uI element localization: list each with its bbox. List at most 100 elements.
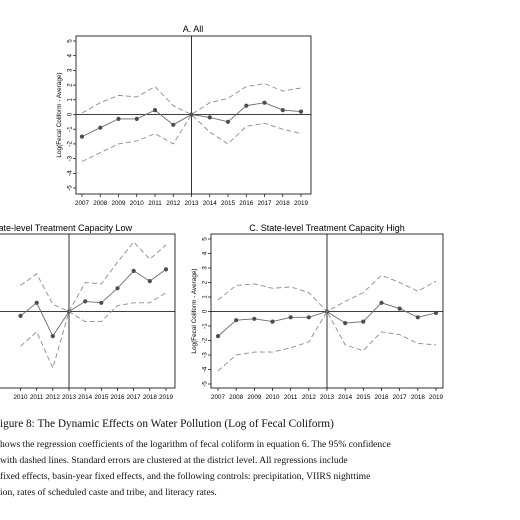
panel-c-ci-upper-line [217, 274, 437, 313]
panel-c-y-tick-label: -1 [202, 323, 209, 329]
panel-c-x-tick-label: 2019 [429, 394, 444, 401]
panel-b-estimate-point [147, 279, 152, 284]
panel-b-estimate-point [99, 300, 104, 305]
panel-a-y-tick-label: -5 [67, 185, 74, 191]
panel-c-x-tick-label: 2012 [302, 394, 317, 401]
panel-c-x-tick-label: 2013 [320, 394, 335, 401]
panel-c-y-tick-label: -5 [202, 381, 209, 387]
panel-a-estimate-point [116, 116, 121, 121]
panel-a-x-tick-label: 2013 [184, 200, 199, 207]
panel-a-x-tick-label: 2011 [148, 200, 162, 207]
panel-b-ci-upper-line [20, 241, 167, 313]
panel-c-estimate-point [252, 316, 257, 321]
panel-b-x-tick-label: 2018 [143, 394, 158, 401]
panel-a-x-tick-label: 2009 [111, 200, 126, 207]
panel-c-y-tick-label: 3 [202, 266, 209, 270]
panel-a-x-tick-label: 2012 [166, 200, 181, 207]
notes-line: hows the regression coefficients of the … [0, 439, 391, 450]
panel-b-title: State-level Treatment Capacity Low [0, 223, 133, 233]
figure-notes: hows the regression coefficients of the … [0, 437, 520, 501]
panel-b-x-tick-label: 2015 [94, 394, 109, 401]
notes-line: ion, rates of scheduled caste and tribe,… [0, 487, 217, 498]
panel-a-x-tick-label: 2008 [93, 200, 108, 207]
panel-c-x-tick-label: 2008 [229, 394, 244, 401]
panel-a-plot-frame [75, 35, 312, 195]
panel-b-estimate-point [163, 267, 169, 272]
panel-a-estimate-point [98, 125, 103, 130]
panel-c-y-tick-label: -2 [202, 337, 209, 343]
panel-a-estimate-point [152, 108, 158, 113]
panel-a-y-axis-label: Log(Fecal Coliform - Average) [56, 72, 63, 157]
panel-a-y-tick-label: 0 [67, 112, 74, 116]
panel-c-y-tick-label: -3 [202, 352, 209, 358]
panel-b-x-tick-label: 2011 [30, 394, 44, 401]
panel-a-y-tick-label: 1 [67, 98, 74, 102]
panel-b-x-tick-label: 2010 [13, 394, 28, 401]
panel-a-y-tick-label: -3 [67, 155, 74, 161]
panel-a-ci-upper-line [81, 83, 302, 116]
panel-b-x-tick-label: 2017 [127, 394, 142, 401]
panel-c-x-tick-label: 2016 [374, 394, 389, 401]
panel-c-x-tick-label: 2009 [247, 394, 262, 401]
panel-a-estimate-point [79, 134, 85, 139]
panel-c-x-tick-label: 2018 [411, 394, 426, 401]
panel-b-estimate-point [18, 313, 23, 318]
panel-c-x-tick-label: 2015 [356, 394, 371, 401]
panel-a-y-tick-label: 5 [67, 39, 74, 43]
panel-a-y-tick-label: -1 [67, 126, 74, 132]
panel-a-estimate-point [171, 122, 176, 127]
panel-c-estimate-point [361, 319, 366, 324]
panel-c-estimate-point [306, 315, 311, 320]
notes-line: with dashed lines. Standard errors are c… [0, 455, 348, 466]
panel-c-y-tick-label: 1 [202, 295, 209, 299]
panel-c-x-tick-label: 2011 [284, 394, 298, 401]
panel-a-x-tick-label: 2018 [276, 200, 291, 207]
panel-b-estimate-point [131, 268, 136, 273]
panel-a-y-tick-label: 3 [67, 68, 74, 72]
panel-a-x-tick-label: 2017 [257, 200, 272, 207]
panel-c-y-tick-label: 0 [202, 309, 209, 313]
panel-c-x-tick-label: 2017 [393, 394, 408, 401]
panel-a-y-tick-label: 2 [67, 83, 74, 87]
panel-c-y-tick-label: 5 [202, 237, 209, 241]
panel-c-x-tick-label: 2007 [211, 394, 226, 401]
panel-c-x-tick-label: 2010 [265, 394, 280, 401]
panel-b-x-tick-label: 2014 [78, 394, 93, 401]
panel-a-x-tick-label: 2014 [203, 200, 218, 207]
panel-a-y-tick-label: -2 [67, 141, 74, 147]
panel-a-ci-lower-line [81, 113, 302, 162]
panel-c-estimate-point [215, 334, 221, 339]
panel-a-y-tick-label: -4 [67, 170, 74, 176]
panel-a-estimate-point [134, 116, 139, 121]
panel-a-x-tick-label: 2019 [294, 200, 309, 207]
panel-c-y-tick-label: -4 [202, 366, 209, 372]
panel-a-marks: 2007 2008 2009 2010 2011 2012 2013 2014 2015 2016… [67, 36, 311, 207]
panel-a-estimate-point [225, 119, 231, 124]
panel-a-estimate-point [207, 115, 212, 120]
panel-c-marks: 2007 2008 2009 2010 2011 2012 2013 2014 2015 2016… [202, 234, 444, 401]
panel-c-chart: C. State-level Treatment Capacity High L… [191, 223, 443, 401]
panel-b-estimate-point [115, 286, 120, 291]
panel-a-estimate-point [244, 103, 249, 108]
panel-c-ci-lower-line [217, 310, 437, 372]
panel-c-estimate-point [270, 319, 275, 324]
notes-line: fixed effects, basin-year fixed effects,… [0, 471, 371, 482]
panel-b-x-tick-label: 2019 [159, 394, 174, 401]
figure: A. All Log(Fecal Coliform - Average) 200… [0, 24, 443, 401]
panel-b-estimate-point [34, 300, 39, 305]
figure-caption: igure 8: The Dynamic Effects on Water Po… [0, 418, 334, 430]
panel-c-estimate-point [415, 315, 420, 320]
panel-b-chart: State-level Treatment Capacity Low 2010 2… [0, 223, 176, 401]
panel-c-y-tick-label: 4 [202, 251, 209, 255]
panel-c-estimate-point [433, 310, 439, 315]
panel-a-x-tick-label: 2007 [75, 200, 90, 207]
panel-a-estimate-point [280, 108, 285, 113]
panel-c-estimate-point [234, 318, 239, 323]
panel-a-x-tick-label: 2015 [221, 200, 236, 207]
panel-a-x-tick-label: 2016 [239, 200, 254, 207]
panel-c-estimate-point [379, 300, 384, 305]
panel-c-title: C. State-level Treatment Capacity High [249, 223, 405, 233]
panel-c-estimate-point [343, 321, 348, 326]
panel-a-x-tick-label: 2010 [130, 200, 145, 207]
panel-b-marks: 2010 2011 2012 2013 2014 2015 2016 2017 2018 2019 [0, 234, 175, 401]
